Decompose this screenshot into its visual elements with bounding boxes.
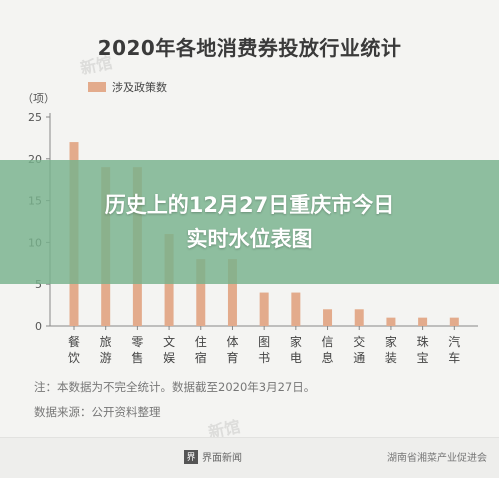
x-tick-label: 零 [131,335,143,349]
footer-source: 界 界面新闻 [184,449,242,464]
y-axis-label: （项） [22,92,55,105]
overlay-title-line-2: 实时水位表图 [186,227,313,251]
bar [386,317,396,326]
legend-label: 涉及政策数 [112,80,167,94]
x-tick-label: 息 [322,350,334,365]
bar [259,292,269,326]
x-tick-label: 图 [258,335,270,349]
x-tick-label: 家 [290,334,302,349]
x-tick-label: 电 [290,351,302,365]
y-tick-label: 5 [35,278,42,291]
x-tick-label: 珠 [417,335,429,349]
x-tick-label: 交 [353,334,365,349]
bar [418,317,428,326]
y-tick-label: 0 [35,320,42,333]
x-tick-label: 餐 [68,334,80,349]
x-tick-label: 娱 [163,351,175,365]
bar [323,309,333,326]
x-tick-label: 住 [195,335,207,349]
y-tick-label: 25 [28,111,42,124]
news-logo-icon: 界 [184,449,198,464]
overlay-title-line-1: 历史上的12月27日重庆市今日 [104,193,395,217]
data-source-note: 数据来源：公开资料整理 [34,405,161,419]
bar [449,317,459,326]
x-tick-label: 育 [226,350,238,365]
x-tick-label: 家 [385,334,397,349]
bar [354,309,364,326]
chart-note: 注：本数据为不完全统计。数据截至2020年3月27日。 [34,380,316,394]
x-tick-label: 通 [353,351,365,365]
x-tick-label: 车 [448,350,460,365]
legend-swatch [88,82,106,92]
bar [291,292,301,326]
footer-bar [0,437,499,478]
x-tick-label: 售 [131,350,143,365]
x-tick-label: 装 [385,351,397,365]
x-tick-label: 书 [258,351,270,365]
footer-source-name: 界面新闻 [202,453,242,464]
chart-title: 2020年各地消费券投放行业统计 [97,36,402,60]
x-tick-label: 信 [322,335,334,349]
x-tick-label: 体 [226,335,238,349]
x-tick-label: 旅 [100,335,112,349]
x-tick-label: 饮 [68,351,80,365]
x-tick-label: 宝 [417,351,429,365]
chart-labels: （项）0510152025涉及政策数餐饮旅游零售文娱住宿体育图书家电信息交通家装… [22,80,460,365]
bar [196,259,206,326]
bar [227,259,237,326]
footer-brand: 湖南省湘菜产业促进会 [387,453,487,464]
overlay-banner: 历史上的12月27日重庆市今日 实时水位表图 [0,160,499,284]
x-tick-label: 汽 [448,334,460,349]
x-tick-label: 游 [100,351,112,365]
x-tick-label: 文 [163,334,175,349]
x-tick-label: 宿 [195,350,207,365]
